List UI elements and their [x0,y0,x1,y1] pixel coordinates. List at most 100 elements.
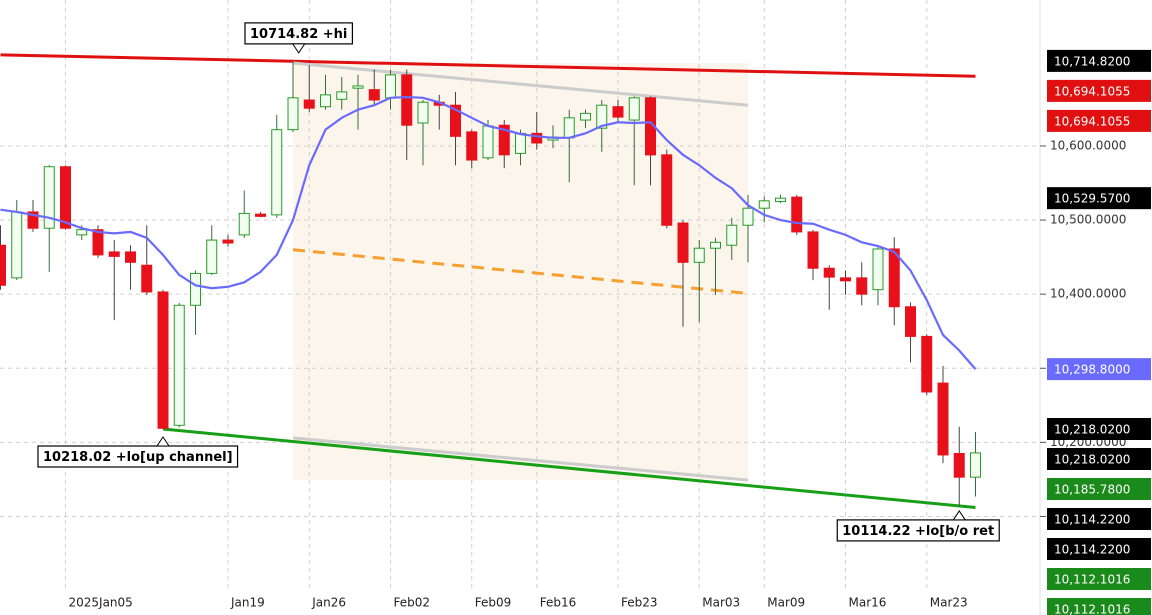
x-tick-label: Mar09 [767,596,805,610]
candle-body [401,74,413,126]
y-tick-label: 10,500.0000 [1050,213,1126,227]
x-tick-label: Jan19 [230,596,265,610]
x-tick-label: 2025Jan05 [69,596,133,610]
x-tick-label: Feb16 [540,596,577,610]
candle-body [303,99,315,109]
candle-body [791,196,803,233]
x-tick-label: Feb02 [394,596,431,610]
x-tick-label: Mar23 [930,596,968,610]
price-label: 10,529.5700 [1054,192,1130,206]
candle-body [970,452,981,478]
candle-body [482,125,494,159]
price-label-box [1047,187,1151,210]
candle-body [222,239,234,244]
candle-body [125,251,136,263]
candle-body [807,231,819,269]
candle-body [580,112,591,121]
candle-body [612,106,624,118]
candle-body [693,247,705,263]
candle-body [726,224,738,246]
price-label: 10,112.1016 [1054,603,1130,615]
candle-body [287,97,299,131]
annotation-box [836,519,1000,542]
moving-average-line [0,95,977,370]
trendline [0,53,976,78]
candle-body [872,248,884,291]
price-label: 10,694.1055 [1054,114,1130,128]
price-label: 10,218.0200 [1054,423,1130,437]
candle-body [27,211,39,229]
price-label: 10,298.8000 [1054,363,1130,377]
candle-body [466,131,478,161]
candle-body [450,104,461,137]
annotation-text: 10114.22 +lo[b/o ret [842,524,994,539]
annotation-box [37,445,239,468]
candle-body [921,335,933,393]
candle-body [758,200,770,209]
trendline [292,248,749,295]
candle-body [238,212,250,236]
candle-body [60,166,71,229]
candle-body [336,91,348,100]
x-tick-label: Jan26 [311,596,346,610]
candle-body [368,89,380,101]
trendline [292,61,749,107]
trendline [292,436,749,482]
candle-body [206,239,218,274]
price-label-box [1047,358,1151,381]
candle-body [43,166,55,229]
price-label-box [1047,79,1151,102]
candle-body [76,229,88,236]
candle-body [937,382,949,456]
price-label-box [1047,568,1151,591]
trendline [162,427,976,509]
candle-body [856,277,868,295]
price-label-box [1047,49,1151,72]
candle-body [352,85,364,89]
candle-body [157,291,169,429]
candle-body [905,306,916,337]
candle-body [320,94,331,108]
x-tick-label: Feb09 [475,596,512,610]
candle-body [661,154,673,226]
y-tick-label: 10,400.0000 [1050,287,1126,301]
x-tick-label: Mar03 [702,596,740,610]
annotation-pointer [156,436,170,447]
price-label: 10,112.1016 [1054,573,1130,587]
candle-body [417,101,429,124]
candle-body [775,197,786,203]
candle-body [710,241,721,249]
price-label: 10,114.2200 [1054,543,1130,557]
candle-body [190,272,201,306]
annotation-pointer [952,510,967,521]
candle-body [953,452,965,478]
candle-body [385,74,396,99]
candle-body [0,244,6,286]
price-label: 10,694.1055 [1054,84,1130,98]
annotation-text: 10218.02 +lo[up channel] [43,450,233,465]
annotation-text: 10714.82 +hi [250,27,347,42]
candle-body [498,124,510,156]
price-label-box [1047,538,1151,561]
price-label-box [1047,478,1151,501]
candle-body [173,304,185,426]
x-tick-label: Feb23 [621,596,658,610]
price-label-box [1047,418,1151,441]
price-label: 10,114.2200 [1054,513,1130,527]
candle-body [271,129,283,216]
candle-body [531,132,543,144]
candle-body [92,229,104,256]
price-label-box [1047,508,1151,531]
candle-body [255,213,266,217]
candle-body [11,211,23,279]
candle-body [742,207,754,226]
candle-body [628,97,640,121]
candle-body [888,248,900,308]
price-label: 10,714.8200 [1054,54,1130,68]
candle-body [515,132,526,154]
x-tick-label: Mar16 [849,596,887,610]
price-label-box [1047,448,1151,471]
candle-body [823,267,835,278]
